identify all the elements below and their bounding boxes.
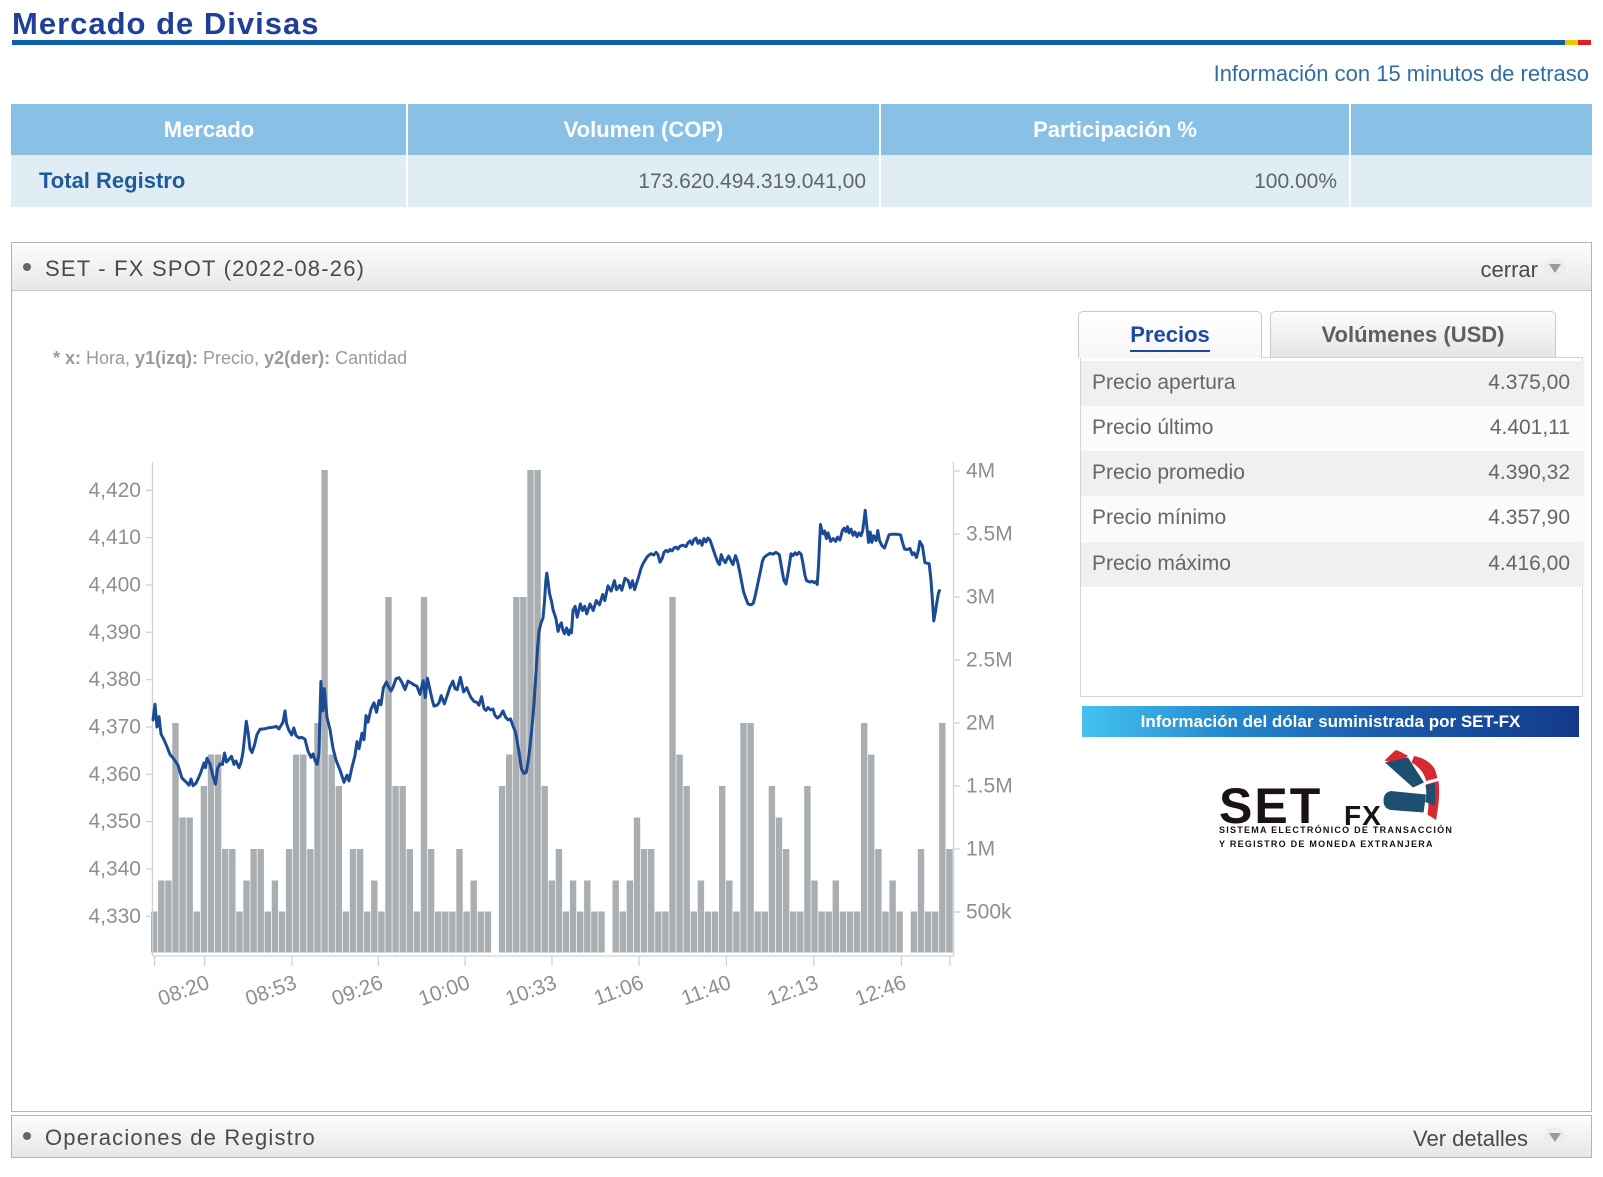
svg-text:12:13: 12:13 — [764, 971, 821, 1011]
svg-text:3M: 3M — [966, 586, 995, 609]
svg-text:4,340: 4,340 — [88, 858, 141, 881]
svg-text:12:46: 12:46 — [852, 971, 909, 1011]
svg-text:500k: 500k — [966, 901, 1012, 924]
svg-text:4,360: 4,360 — [88, 763, 141, 786]
svg-text:11:06: 11:06 — [591, 971, 647, 1010]
svg-text:10:00: 10:00 — [416, 971, 473, 1011]
svg-text:4,400: 4,400 — [88, 574, 141, 597]
svg-text:1M: 1M — [966, 838, 995, 861]
svg-text:08:53: 08:53 — [242, 971, 299, 1011]
svg-text:1.5M: 1.5M — [966, 775, 1013, 798]
svg-text:3.5M: 3.5M — [966, 523, 1013, 546]
svg-text:2M: 2M — [966, 712, 995, 735]
svg-text:4,330: 4,330 — [88, 905, 141, 928]
svg-text:4,410: 4,410 — [88, 526, 141, 549]
svg-text:10:33: 10:33 — [502, 971, 559, 1011]
svg-text:4,380: 4,380 — [88, 668, 141, 691]
svg-text:08:20: 08:20 — [155, 971, 212, 1011]
svg-text:4,370: 4,370 — [88, 716, 141, 739]
svg-text:4M: 4M — [966, 460, 995, 483]
svg-text:4,350: 4,350 — [88, 810, 141, 833]
svg-text:4,390: 4,390 — [88, 621, 141, 644]
svg-text:09:26: 09:26 — [329, 971, 386, 1011]
svg-text:4,420: 4,420 — [88, 479, 141, 502]
svg-text:11:40: 11:40 — [678, 971, 734, 1010]
svg-text:2.5M: 2.5M — [966, 649, 1013, 672]
